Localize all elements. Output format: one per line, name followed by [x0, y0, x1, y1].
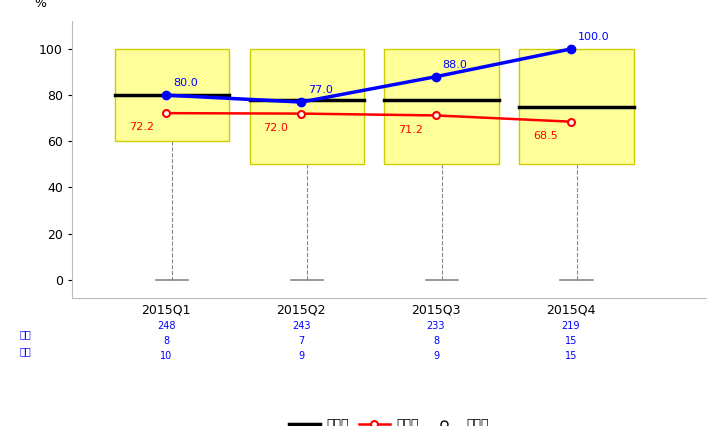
Bar	[250, 49, 364, 164]
Legend: 中央値, 平均値, 外れ値: 中央値, 平均値, 外れ値	[284, 413, 494, 426]
Text: 219: 219	[562, 321, 580, 331]
Text: 8: 8	[433, 336, 439, 346]
Text: 分子: 分子	[19, 329, 31, 340]
Y-axis label: %: %	[35, 0, 46, 10]
Bar	[114, 49, 230, 141]
Text: 248: 248	[157, 321, 176, 331]
Bar	[384, 49, 499, 164]
Text: 233: 233	[427, 321, 445, 331]
Text: 77.0: 77.0	[308, 85, 333, 95]
Text: 68.5: 68.5	[533, 131, 558, 141]
Text: 243: 243	[292, 321, 310, 331]
Text: 8: 8	[163, 336, 169, 346]
Text: 15: 15	[564, 336, 577, 346]
Text: 分母: 分母	[19, 346, 31, 357]
Text: 7: 7	[298, 336, 305, 346]
Text: 72.0: 72.0	[264, 123, 288, 133]
Bar	[519, 49, 634, 164]
Text: 9: 9	[433, 351, 439, 361]
Text: 9: 9	[298, 351, 305, 361]
Text: 72.2: 72.2	[129, 122, 153, 132]
Text: 10: 10	[161, 351, 173, 361]
Text: 15: 15	[564, 351, 577, 361]
Text: 80.0: 80.0	[173, 78, 198, 88]
Text: 88.0: 88.0	[443, 60, 467, 70]
Text: 100.0: 100.0	[577, 32, 609, 42]
Text: 71.2: 71.2	[398, 125, 423, 135]
